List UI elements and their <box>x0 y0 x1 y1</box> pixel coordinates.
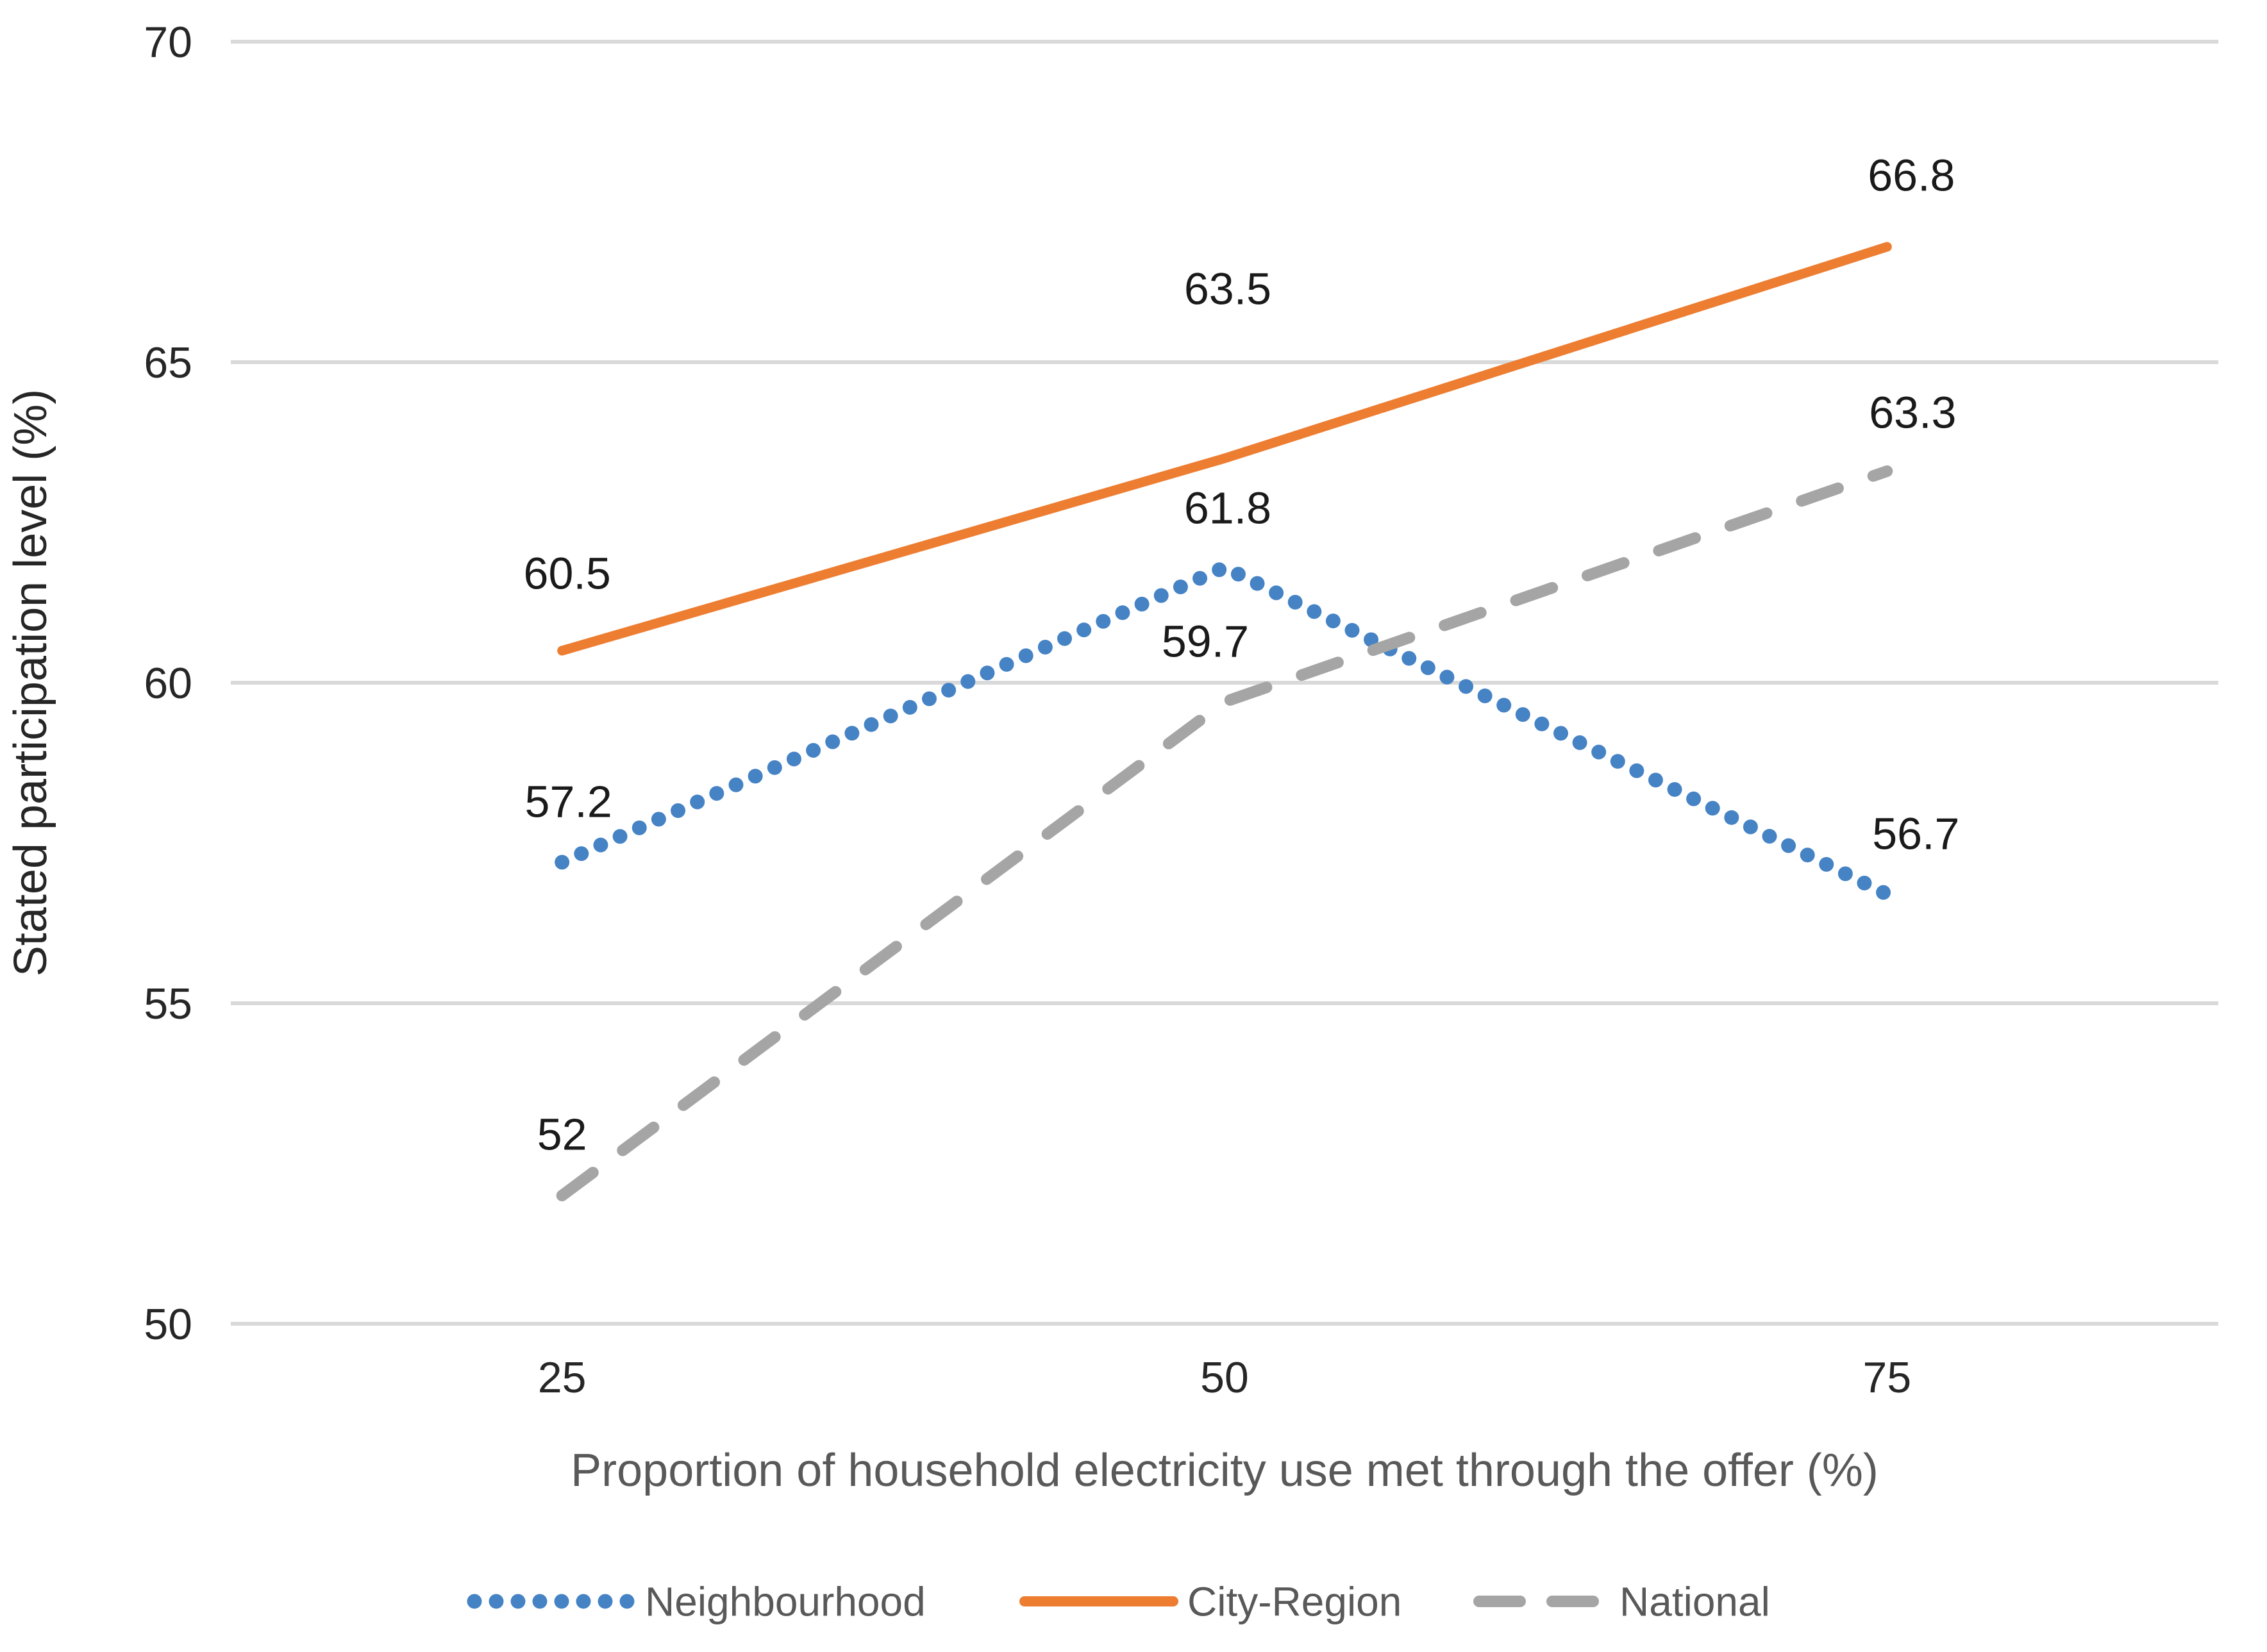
data-label-city-region-25: 60.5 <box>524 549 611 599</box>
y-tick-label: 50 <box>144 1300 192 1349</box>
series-line-neighbourhood <box>555 560 1895 902</box>
y-tick-label: 70 <box>144 18 192 67</box>
legend-label-city-region: City-Region <box>1187 1578 1401 1624</box>
legend-label-national: National <box>1619 1578 1770 1624</box>
data-label-national-25: 52 <box>537 1110 587 1160</box>
x-axis-title: Proportion of household electricity use … <box>571 1445 1878 1496</box>
y-tick-label: 65 <box>144 338 192 387</box>
series-line-city-region <box>557 242 1892 656</box>
x-tick-label: 25 <box>538 1353 587 1402</box>
data-label-national-50: 59.7 <box>1162 617 1249 667</box>
data-label-city-region-75: 66.8 <box>1868 151 1955 201</box>
data-label-neighbourhood-50: 61.8 <box>1184 483 1271 533</box>
data-label-neighbourhood-75: 56.7 <box>1872 809 1959 859</box>
data-label-national-75: 63.3 <box>1869 388 1956 438</box>
data-label-neighbourhood-25: 57.2 <box>525 777 612 827</box>
y-axis-title: Stated participation level (%) <box>5 389 56 976</box>
series-line-national <box>556 465 1893 1201</box>
legend-label-neighbourhood: Neighbourhood <box>645 1578 926 1624</box>
x-tick-label: 50 <box>1200 1353 1249 1402</box>
y-tick-label: 55 <box>144 980 192 1028</box>
data-label-city-region-50: 63.5 <box>1184 264 1271 314</box>
x-tick-label: 75 <box>1863 1353 1912 1402</box>
y-tick-label: 60 <box>144 659 192 708</box>
